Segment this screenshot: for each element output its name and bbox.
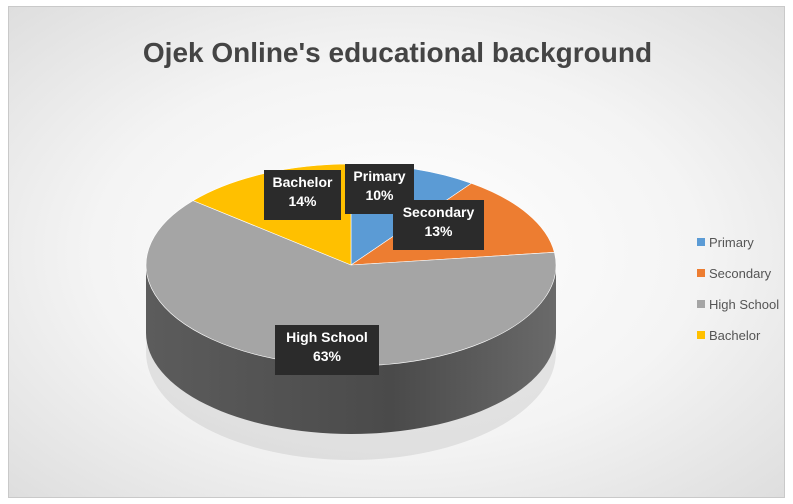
legend-swatch-bachelor — [697, 331, 705, 339]
data-label-high-school: High School 63% — [275, 325, 379, 375]
legend-item-high-school: High School — [697, 293, 779, 315]
legend-swatch-high-school — [697, 300, 705, 308]
legend-item-bachelor: Bachelor — [697, 324, 779, 346]
legend-label-high-school: High School — [709, 296, 780, 312]
data-label-bachelor: Bachelor 14% — [264, 170, 341, 220]
pie-chart — [145, 163, 557, 460]
data-label-high-school-name: High School — [286, 329, 368, 345]
legend-item-primary: Primary — [697, 231, 779, 253]
pie-side — [146, 265, 556, 434]
data-label-secondary: Secondary 13% — [393, 200, 484, 250]
pie-side-wall — [146, 265, 556, 434]
data-label-high-school-value: 63% — [312, 348, 342, 364]
chart-title: Ojek Online's educational background — [142, 37, 653, 68]
legend-label-primary: Primary — [709, 234, 754, 250]
legend: Primary Secondary High School Bachelor — [697, 231, 779, 355]
data-label-secondary-value: 13% — [424, 223, 453, 239]
data-label-primary-value: 10% — [365, 187, 394, 203]
chart-area: Ojek Online's educational background Pri… — [8, 6, 785, 498]
data-label-bachelor-value: 14% — [288, 193, 317, 209]
legend-item-secondary: Secondary — [697, 262, 779, 284]
data-label-secondary-name: Secondary — [402, 204, 475, 220]
data-label-bachelor-name: Bachelor — [272, 174, 333, 190]
legend-swatch-primary — [697, 238, 705, 246]
legend-label-bachelor: Bachelor — [709, 327, 761, 343]
data-label-primary-name: Primary — [353, 168, 406, 184]
legend-swatch-secondary — [697, 269, 705, 277]
legend-label-secondary: Secondary — [709, 265, 772, 281]
